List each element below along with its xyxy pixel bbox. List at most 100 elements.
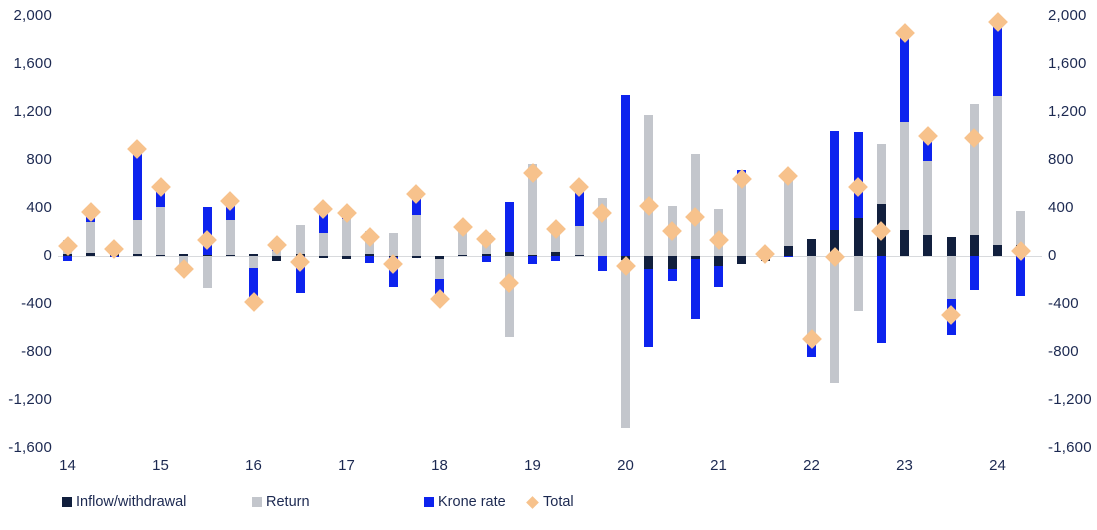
total-diamond-marker bbox=[173, 259, 194, 280]
total-diamond-marker bbox=[220, 190, 241, 211]
bar-segment bbox=[969, 256, 979, 290]
bar-segment bbox=[63, 256, 72, 262]
bar-segment bbox=[853, 132, 863, 219]
total-diamond-marker bbox=[80, 201, 101, 222]
bar-segment bbox=[900, 230, 909, 256]
total-diamond-marker bbox=[150, 177, 171, 197]
bar-segment bbox=[667, 269, 677, 282]
total-diamond-marker bbox=[708, 229, 729, 250]
bar-segment bbox=[644, 115, 654, 256]
bar-segment bbox=[318, 206, 328, 233]
x-tick-label: 15 bbox=[152, 457, 169, 474]
bar-segment bbox=[993, 245, 1002, 256]
bar-segment bbox=[318, 256, 328, 259]
y-tick-label: 1,200 bbox=[1048, 103, 1087, 120]
total-diamond-marker bbox=[1010, 240, 1031, 261]
total-diamond-marker bbox=[894, 22, 915, 43]
y-tick-label: -800 bbox=[1048, 343, 1079, 360]
bar-segment bbox=[597, 198, 607, 256]
bar-segment bbox=[853, 218, 863, 256]
total-diamond-marker bbox=[987, 12, 1008, 32]
bar-segment bbox=[86, 222, 96, 253]
total-diamond-marker bbox=[452, 217, 473, 238]
total-diamond-marker bbox=[917, 126, 938, 146]
x-tick-label: 16 bbox=[245, 457, 262, 474]
bar-segment bbox=[504, 202, 514, 253]
bar-segment bbox=[132, 253, 142, 256]
bar-segment bbox=[295, 224, 305, 255]
bar-segment bbox=[342, 219, 351, 256]
y-tick-label: 1,200 bbox=[13, 103, 52, 120]
legend-item: Total bbox=[526, 494, 574, 510]
bar-segment bbox=[225, 254, 235, 256]
y-tick-label: 2,000 bbox=[1048, 7, 1087, 24]
total-diamond-marker bbox=[476, 228, 496, 249]
total-diamond-marker bbox=[499, 273, 520, 293]
bar-segment bbox=[458, 232, 468, 256]
bar-segment bbox=[644, 269, 654, 347]
bar-segment bbox=[132, 220, 142, 254]
bar-segment bbox=[807, 256, 816, 337]
bar-segment bbox=[1016, 211, 1026, 246]
bar-segment bbox=[504, 256, 514, 337]
total-diamond-marker bbox=[592, 203, 613, 224]
total-diamond-marker bbox=[871, 221, 892, 242]
bar-segment bbox=[621, 94, 630, 256]
total-diamond-marker bbox=[197, 229, 217, 250]
bar-segment bbox=[876, 144, 886, 205]
bar-segment bbox=[225, 220, 235, 255]
bar-segment bbox=[411, 256, 421, 259]
bar-segment bbox=[969, 104, 979, 235]
bar-segment bbox=[830, 256, 840, 383]
y-tick-label: -1,200 bbox=[8, 391, 52, 408]
bar-segment bbox=[249, 256, 258, 268]
bar-segment bbox=[876, 256, 886, 343]
bar-segment bbox=[946, 236, 956, 256]
bar-segment bbox=[318, 232, 328, 256]
total-diamond-marker bbox=[57, 235, 78, 256]
y-tick-label: -1,200 bbox=[1048, 391, 1092, 408]
bar-segment bbox=[202, 255, 212, 257]
y-tick-label: -1,600 bbox=[1048, 439, 1092, 456]
bar-segment bbox=[574, 187, 584, 226]
bar-segment bbox=[714, 256, 723, 267]
bar-segment bbox=[481, 253, 491, 256]
total-diamond-marker bbox=[662, 221, 682, 242]
legend-label: Total bbox=[543, 494, 574, 510]
legend-square-icon bbox=[252, 497, 262, 507]
bar-segment bbox=[597, 256, 607, 271]
total-diamond-marker bbox=[522, 162, 543, 183]
y-tick-label: -800 bbox=[21, 343, 52, 360]
total-diamond-marker bbox=[313, 199, 334, 220]
bar-segment bbox=[900, 122, 909, 231]
bar-segment bbox=[830, 230, 840, 256]
bar-segment bbox=[783, 245, 793, 256]
bar-segment bbox=[551, 252, 561, 256]
bar-segment bbox=[504, 252, 514, 256]
x-tick-label: 24 bbox=[989, 457, 1006, 474]
bar-segment bbox=[993, 95, 1002, 246]
bar-segment bbox=[156, 254, 165, 256]
legend-label: Return bbox=[266, 494, 310, 510]
bar-segment bbox=[528, 254, 537, 256]
bar-segment bbox=[737, 256, 747, 265]
legend: Inflow/withdrawal Return Krone rate Total bbox=[0, 494, 1097, 516]
total-diamond-marker bbox=[545, 219, 566, 239]
legend-square-icon bbox=[424, 497, 434, 507]
bar-segment bbox=[690, 256, 700, 259]
bar-segment bbox=[946, 256, 956, 299]
legend-item: Krone rate bbox=[424, 494, 506, 510]
bar-segment bbox=[528, 164, 537, 255]
total-diamond-marker bbox=[266, 234, 287, 255]
x-tick-label: 22 bbox=[803, 457, 820, 474]
bar-segment bbox=[202, 256, 212, 289]
bar-segment bbox=[574, 255, 584, 257]
y-tick-label: 1,600 bbox=[13, 55, 52, 72]
bar-segment bbox=[621, 259, 630, 428]
bar-segment bbox=[528, 256, 537, 265]
total-diamond-marker bbox=[731, 168, 752, 189]
bar-segment bbox=[853, 256, 863, 311]
y-tick-label: 400 bbox=[1048, 199, 1074, 216]
x-tick-label: 17 bbox=[338, 457, 355, 474]
